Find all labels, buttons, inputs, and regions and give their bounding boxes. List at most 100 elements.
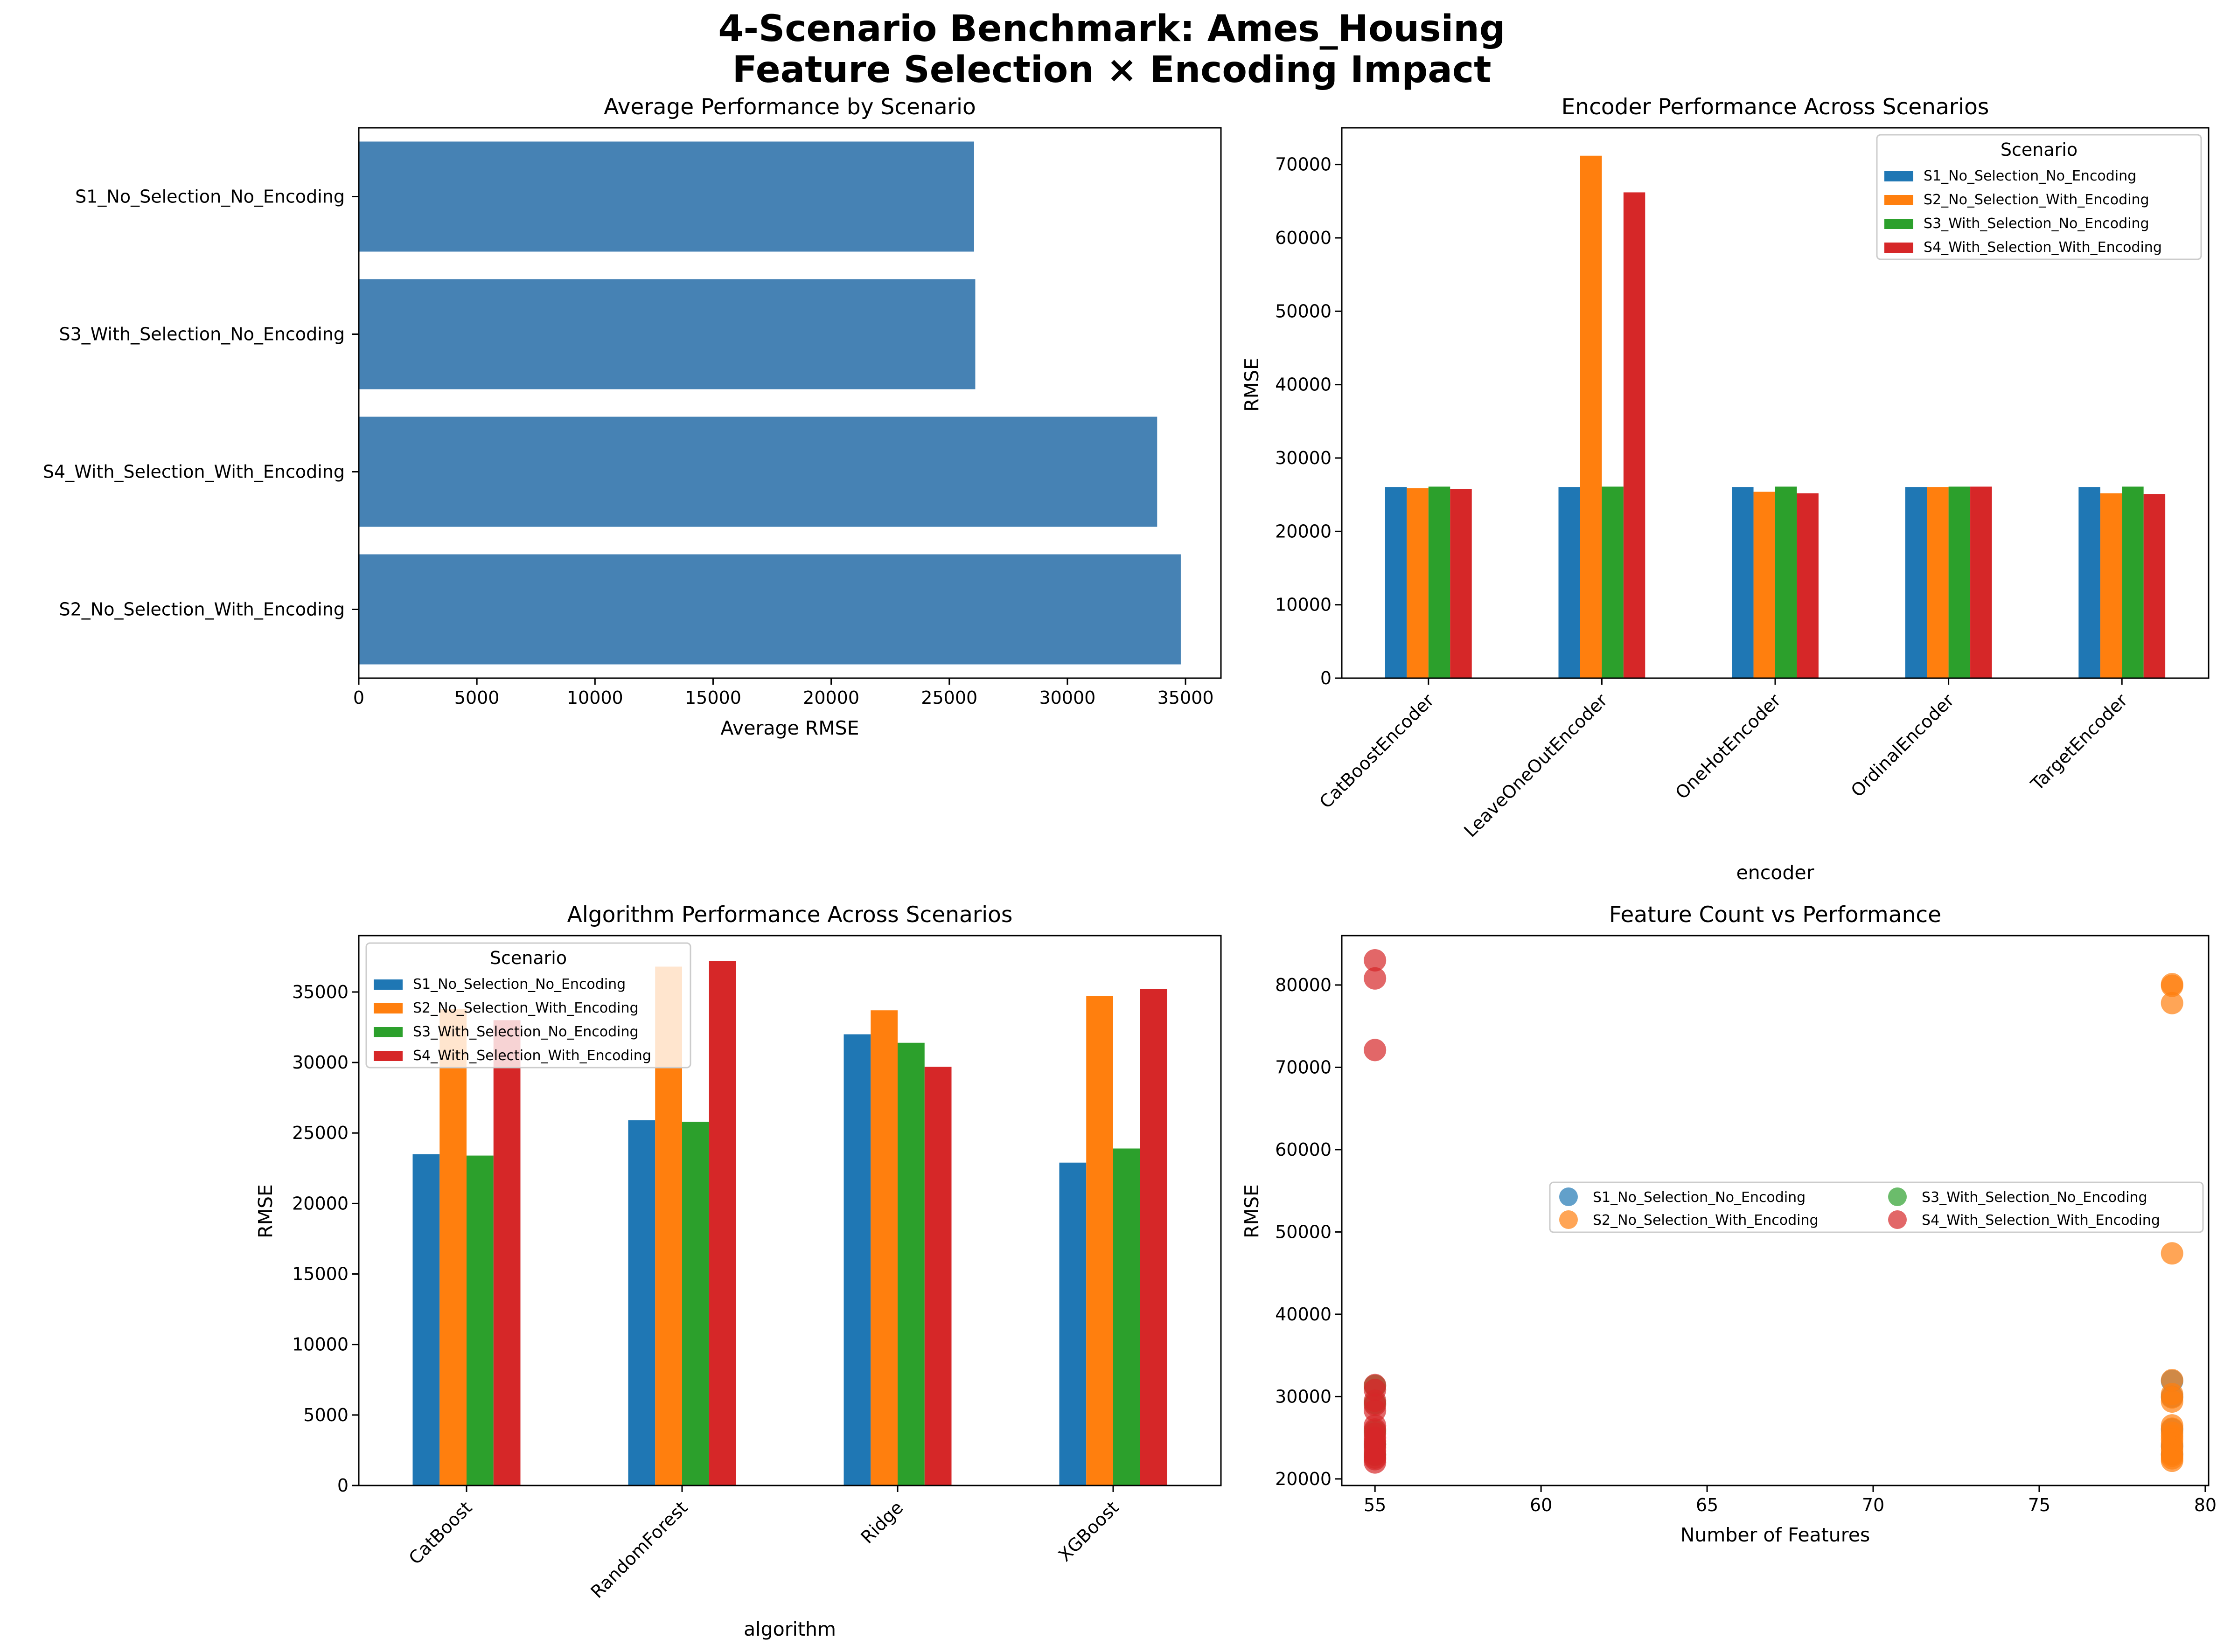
algorithm-bar-s2-no-selection-with-encoding-xgboost [1086,996,1113,1485]
scatter-point-s4-with-selection-with-encoding [1364,1451,1387,1474]
algorithm-x-axis-label: algorithm [744,1618,836,1640]
algorithm-legend-swatch-s2-no-selection-with-encoding [374,1003,403,1013]
figure-title-line-1: 4-Scenario Benchmark: Ames_Housing [718,8,1505,50]
algorithm-bar-s2-no-selection-with-encoding-ridge [871,1010,898,1485]
algorithm-performance-title: Algorithm Performance Across Scenarios [567,902,1013,928]
algorithm-bar-s4-with-selection-with-encoding-xgboost [1140,989,1167,1485]
scatter-ytick-label: 80000 [1275,975,1332,995]
encoder-ytick-label: 40000 [1275,375,1332,395]
algorithm-bar-s3-with-selection-no-encoding-xgboost [1113,1148,1140,1485]
avg-xtick-label: 20000 [803,687,859,708]
scatter-legend-label-s3-with-selection-no-encoding: S3_With_Selection_No_Encoding [1922,1189,2147,1206]
algorithm-ytick-label: 35000 [292,982,349,1002]
algorithm-bar-s4-with-selection-with-encoding-randomforest [709,961,736,1485]
scatter-xtick-label: 80 [2194,1495,2217,1515]
encoder-legend-swatch-s3-with-selection-no-encoding [1884,219,1913,229]
encoder-bar-s3-with-selection-no-encoding-ordinalencoder [1948,486,1971,678]
average-performance-title: Average Performance by Scenario [604,94,976,120]
algorithm-legend-swatch-s3-with-selection-no-encoding [374,1027,403,1037]
figure-title-line-2: Feature Selection × Encoding Impact [732,49,1492,91]
scatter-xtick-label: 65 [1696,1495,1718,1515]
avg-xtick-label: 10000 [567,687,623,708]
algorithm-xtick-label-catboost: CatBoost [405,1497,476,1569]
encoder-xtick-label-leaveoneoutencoder: LeaveOneOutEncoder [1460,690,1611,841]
scatter-point-s2-no-selection-with-encoding [2161,1386,2183,1409]
encoder-ytick-label: 50000 [1275,301,1332,321]
scatter-ytick-label: 50000 [1275,1222,1332,1242]
avg-xtick-label: 15000 [685,687,741,708]
scatter-y-axis-label: RMSE [1241,1184,1263,1238]
encoder-ytick-label: 20000 [1275,521,1332,541]
encoder-legend-label-s4-with-selection-with-encoding: S4_With_Selection_With_Encoding [1924,239,2162,256]
encoder-bar-s2-no-selection-with-encoding-onehotencoder [1753,492,1775,678]
encoder-bar-s1-no-selection-no-encoding-targetencoder [2078,487,2100,678]
scatter-legend-box [1549,1181,2204,1233]
algorithm-bar-s1-no-selection-no-encoding-catboost [412,1154,440,1485]
scatter-legend-marker-s3-with-selection-no-encoding [1888,1187,1907,1206]
avg-bar-s2-no-selection-with-encoding [359,554,1181,665]
algorithm-legend-swatch-s4-with-selection-with-encoding [374,1051,403,1061]
algorithm-xtick-label-xgboost: XGBoost [1054,1497,1122,1565]
scatter-legend-label-s2-no-selection-with-encoding: S2_No_Selection_With_Encoding [1593,1212,1819,1229]
algorithm-bar-s1-no-selection-no-encoding-randomforest [628,1120,655,1485]
encoder-y-axis-label: RMSE [1241,358,1263,412]
scatter-plot-frame [1341,935,2210,1486]
algorithm-ytick-label: 25000 [292,1123,349,1143]
encoder-bar-s4-with-selection-with-encoding-onehotencoder [1797,493,1819,678]
encoder-bar-s3-with-selection-no-encoding-leaveoneoutencoder [1602,486,1624,678]
scatter-xtick-label: 75 [2028,1495,2050,1515]
encoder-legend-title: Scenario [2001,139,2078,160]
avg-ytick-label-s4-with-selection-with-encoding: S4_With_Selection_With_Encoding [43,462,345,482]
features-x-axis-label: Number of Features [1680,1524,1870,1546]
encoder-ytick-label: 60000 [1275,228,1332,248]
algorithm-xtick-label-randomforest: RandomForest [587,1497,692,1602]
algorithm-legend-label-s2-no-selection-with-encoding: S2_No_Selection_With_Encoding [413,1000,639,1016]
encoder-bar-s1-no-selection-no-encoding-catboostencoder [1385,487,1407,678]
encoder-bar-s1-no-selection-no-encoding-ordinalencoder [1905,487,1927,678]
encoder-xtick-label-catboostencoder: CatBoostEncoder [1316,690,1438,812]
encoder-xtick-label-targetencoder: TargetEncoder [2027,690,2132,795]
encoder-bar-s2-no-selection-with-encoding-targetencoder [2100,493,2122,678]
encoder-performance-title: Encoder Performance Across Scenarios [1562,94,1989,120]
encoder-bar-s2-no-selection-with-encoding-leaveoneoutencoder [1580,155,1602,679]
avg-bar-s3-with-selection-no-encoding [359,279,976,389]
algorithm-bar-s2-no-selection-with-encoding-catboost [439,1009,467,1485]
scatter-ytick-label: 60000 [1275,1139,1332,1160]
algorithm-legend-swatch-s1-no-selection-no-encoding [374,979,403,990]
algorithm-bar-s3-with-selection-no-encoding-catboost [467,1155,494,1485]
algorithm-ytick-label: 0 [337,1475,349,1496]
avg-ytick-label-s1-no-selection-no-encoding: S1_No_Selection_No_Encoding [75,187,345,207]
scatter-point-s4-with-selection-with-encoding [1364,949,1387,972]
encoder-ytick-label: 10000 [1275,595,1332,615]
algorithm-ytick-label: 30000 [292,1052,349,1073]
algorithm-y-axis-label: RMSE [254,1184,277,1238]
encoder-bar-s4-with-selection-with-encoding-leaveoneoutencoder [1623,192,1645,678]
encoder-bar-s4-with-selection-with-encoding-ordinalencoder [1970,486,1992,678]
encoder-legend-label-s1-no-selection-no-encoding: S1_No_Selection_No_Encoding [1924,168,2136,184]
avg-plot-frame [358,127,1222,679]
scatter-xtick-label: 60 [1530,1495,1552,1515]
scatter-ytick-label: 20000 [1275,1469,1332,1489]
encoder-bar-s1-no-selection-no-encoding-onehotencoder [1732,487,1754,678]
scatter-point-s2-no-selection-with-encoding [2161,1450,2183,1472]
algorithm-ytick-label: 20000 [292,1193,349,1214]
encoder-legend-swatch-s4-with-selection-with-encoding [1884,243,1913,253]
algorithm-legend-label-s1-no-selection-no-encoding: S1_No_Selection_No_Encoding [413,976,626,993]
algorithm-plot-frame [358,935,1222,1486]
encoder-ytick-label: 0 [1320,668,1332,688]
scatter-point-s2-no-selection-with-encoding [2161,992,2183,1014]
scatter-xtick-label: 70 [1862,1495,1884,1515]
algorithm-bar-s1-no-selection-no-encoding-xgboost [1059,1162,1087,1485]
scatter-legend-marker-s1-no-selection-no-encoding [1559,1187,1578,1206]
algorithm-ytick-label: 5000 [303,1405,349,1425]
scatter-legend-marker-s4-with-selection-with-encoding [1888,1210,1907,1229]
algorithm-performance-panel: Algorithm Performance Across Scenarios a… [254,902,1222,1640]
encoder-ytick-label: 30000 [1275,448,1332,468]
algorithm-bar-s4-with-selection-with-encoding-ridge [924,1067,952,1485]
avg-xtick-label: 0 [353,687,364,708]
encoder-x-axis-label: encoder [1736,861,1814,884]
scatter-ytick-label: 40000 [1275,1304,1332,1325]
feature-count-panel: Feature Count vs Performance Number of F… [1241,902,2217,1546]
avg-ytick-label-s3-with-selection-no-encoding: S3_With_Selection_No_Encoding [59,324,345,345]
